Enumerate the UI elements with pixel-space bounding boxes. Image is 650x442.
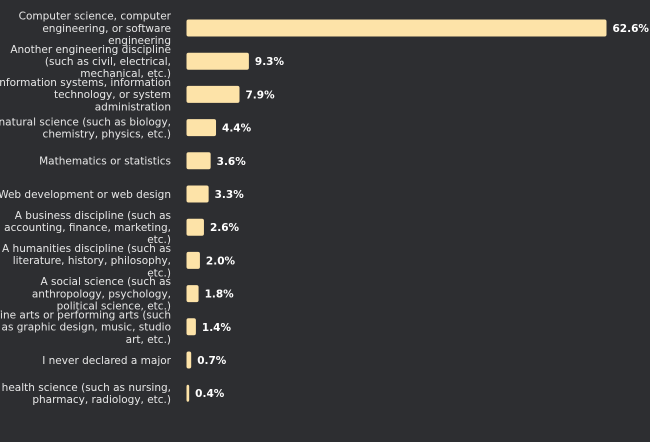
bar-row: Computer science, computer engineering, o…	[19, 11, 650, 47]
bar	[186, 351, 192, 369]
category-label-line: engineering, or software	[42, 23, 171, 35]
bar-row: Web development or web design 3.3%	[0, 185, 245, 203]
category-label: A humanities discipline (such as literatu…	[2, 243, 171, 279]
bar-row: A social science (such as anthropology, p…	[32, 276, 234, 312]
category-label-line: art, etc.)	[126, 334, 171, 346]
category-label-line: mechanical, etc.)	[80, 68, 171, 80]
bar	[186, 384, 190, 402]
category-label-line: as graphic design, music, studio	[2, 322, 171, 334]
category-label-line: (such as civil, electrical,	[45, 56, 171, 68]
bar-row: Information systems, information technolo…	[0, 77, 275, 113]
bar	[186, 152, 211, 170]
bar	[186, 218, 204, 236]
category-label: Fine arts or performing arts (such as gra…	[0, 309, 171, 345]
bar	[186, 285, 199, 303]
value-label: 0.4%	[195, 388, 225, 400]
value-label: 7.9%	[246, 89, 276, 101]
category-label-line: political science, etc.)	[57, 301, 171, 313]
bar	[186, 85, 240, 103]
bar-row: A health science (such as nursing, pharma…	[0, 382, 225, 406]
bar	[186, 19, 607, 37]
category-label-line: A social science (such as	[40, 276, 171, 288]
category-label: Another engineering discipline (such as c…	[10, 44, 171, 80]
bar-row: A humanities discipline (such as literatu…	[2, 243, 235, 279]
category-label-line: administration	[95, 101, 171, 113]
value-label: 62.6%	[613, 23, 650, 35]
bar	[186, 251, 200, 269]
category-label-line: engineering	[108, 35, 171, 47]
category-label-line: pharmacy, radiology, etc.)	[32, 394, 171, 406]
value-label: 0.7%	[197, 355, 227, 367]
category-label: Mathematics or statistics	[39, 156, 171, 168]
bar-row: Mathematics or statistics 3.6%	[39, 152, 247, 170]
category-label-line: accounting, finance, marketing,	[4, 222, 171, 234]
value-label: 1.4%	[202, 322, 232, 334]
category-label: A social science (such as anthropology, p…	[32, 276, 171, 312]
bar	[186, 185, 209, 203]
category-label: A natural science (such as biology, chemi…	[0, 116, 171, 140]
category-label-line: Fine arts or performing arts (such	[0, 309, 171, 321]
category-label: Web development or web design	[0, 189, 171, 201]
value-label: 3.3%	[215, 189, 245, 201]
bar	[186, 119, 217, 137]
value-label: 2.0%	[206, 255, 236, 267]
bar-row: Fine arts or performing arts (such as gra…	[0, 309, 231, 345]
category-label-line: literature, history, philosophy,	[13, 255, 171, 267]
value-label: 2.6%	[210, 222, 240, 234]
bar-row: A natural science (such as biology, chemi…	[0, 116, 252, 140]
value-label: 3.6%	[217, 156, 247, 168]
category-label-line: anthropology, psychology,	[32, 288, 171, 300]
bar-row: Another engineering discipline (such as c…	[10, 44, 284, 80]
category-label-line: Information systems, information	[0, 77, 171, 89]
category-label-line: A humanities discipline (such as	[2, 243, 171, 255]
value-label: 9.3%	[255, 56, 285, 68]
category-label-line: etc.)	[147, 267, 171, 279]
category-label: A business discipline (such as accounting…	[4, 210, 171, 246]
category-label: Information systems, information technolo…	[0, 77, 171, 113]
category-label-line: Computer science, computer	[19, 11, 172, 23]
category-label-line: A health science (such as nursing,	[0, 382, 171, 394]
bar	[186, 52, 249, 70]
bar-row: I never declared a major 0.7%	[42, 351, 227, 369]
category-label-line: I never declared a major	[42, 355, 171, 367]
category-label-line: Another engineering discipline	[10, 44, 171, 56]
bar-row: A business discipline (such as accounting…	[4, 210, 239, 246]
value-label: 4.4%	[222, 123, 252, 135]
category-label-line: Mathematics or statistics	[39, 156, 171, 168]
value-label: 1.8%	[205, 289, 235, 301]
category-label-line: etc.)	[147, 234, 171, 246]
category-label-line: Web development or web design	[0, 189, 171, 201]
category-label-line: A natural science (such as biology,	[0, 116, 171, 128]
category-label: A health science (such as nursing, pharma…	[0, 382, 171, 406]
category-label-line: A business discipline (such as	[15, 210, 171, 222]
bar	[186, 318, 196, 336]
category-label: I never declared a major	[42, 355, 171, 367]
category-label-line: chemistry, physics, etc.)	[43, 129, 171, 141]
category-label: Computer science, computer engineering, o…	[19, 11, 172, 47]
category-label-line: technology, or system	[54, 89, 171, 101]
